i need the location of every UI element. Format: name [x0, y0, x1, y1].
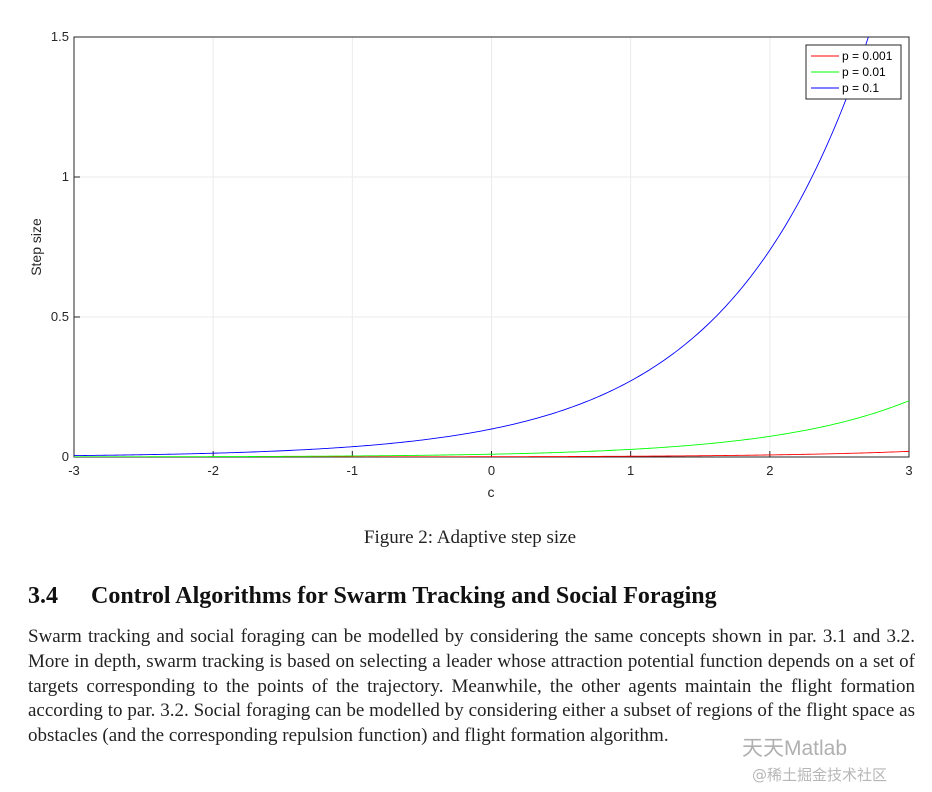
y-tick-label: 0.5 [51, 309, 69, 324]
series-line [74, 400, 909, 457]
step-size-chart: -3 -2 -1 0 1 2 3 0 0.5 1 1.5 c Step size p = 0.001… [28, 29, 913, 500]
x-axis-label: c [488, 484, 495, 500]
section-title: Control Algorithms for Swarm Tracking an… [91, 583, 717, 609]
section-number: 3.4 [28, 583, 58, 609]
legend-label: p = 0.001 [842, 49, 893, 63]
x-tick-label: -2 [207, 463, 219, 478]
x-tick-label: 2 [766, 463, 773, 478]
body-paragraph: Swarm tracking and social foraging can b… [28, 626, 915, 747]
y-axis-label: Step size [28, 218, 44, 276]
chart-legend: p = 0.001 p = 0.01 p = 0.1 [805, 44, 902, 100]
watermark-sub: @稀土掘金技术社区 [752, 766, 888, 784]
chart-ticks: -3 -2 -1 0 1 2 3 0 0.5 1 1.5 [51, 29, 913, 478]
x-tick-label: -3 [68, 463, 80, 478]
legend-label: p = 0.1 [842, 81, 879, 95]
chart-grid [73, 36, 910, 458]
y-tick-label: 1 [62, 169, 69, 184]
series-line [74, 37, 869, 457]
x-tick-label: -1 [347, 463, 359, 478]
chart-series [74, 37, 909, 457]
y-tick-label: 1.5 [51, 29, 69, 44]
y-tick-label: 0 [62, 449, 69, 464]
figure-caption: Figure 2: Adaptive step size [363, 527, 577, 548]
section-heading: 3.4 Control Algorithms for Swarm Tracking… [28, 583, 717, 610]
x-tick-label: 0 [488, 463, 495, 478]
watermark-main: 天天Matlab [742, 737, 848, 760]
x-tick-label: 1 [627, 463, 634, 478]
x-tick-label: 3 [905, 463, 912, 478]
legend-label: p = 0.01 [842, 65, 886, 79]
